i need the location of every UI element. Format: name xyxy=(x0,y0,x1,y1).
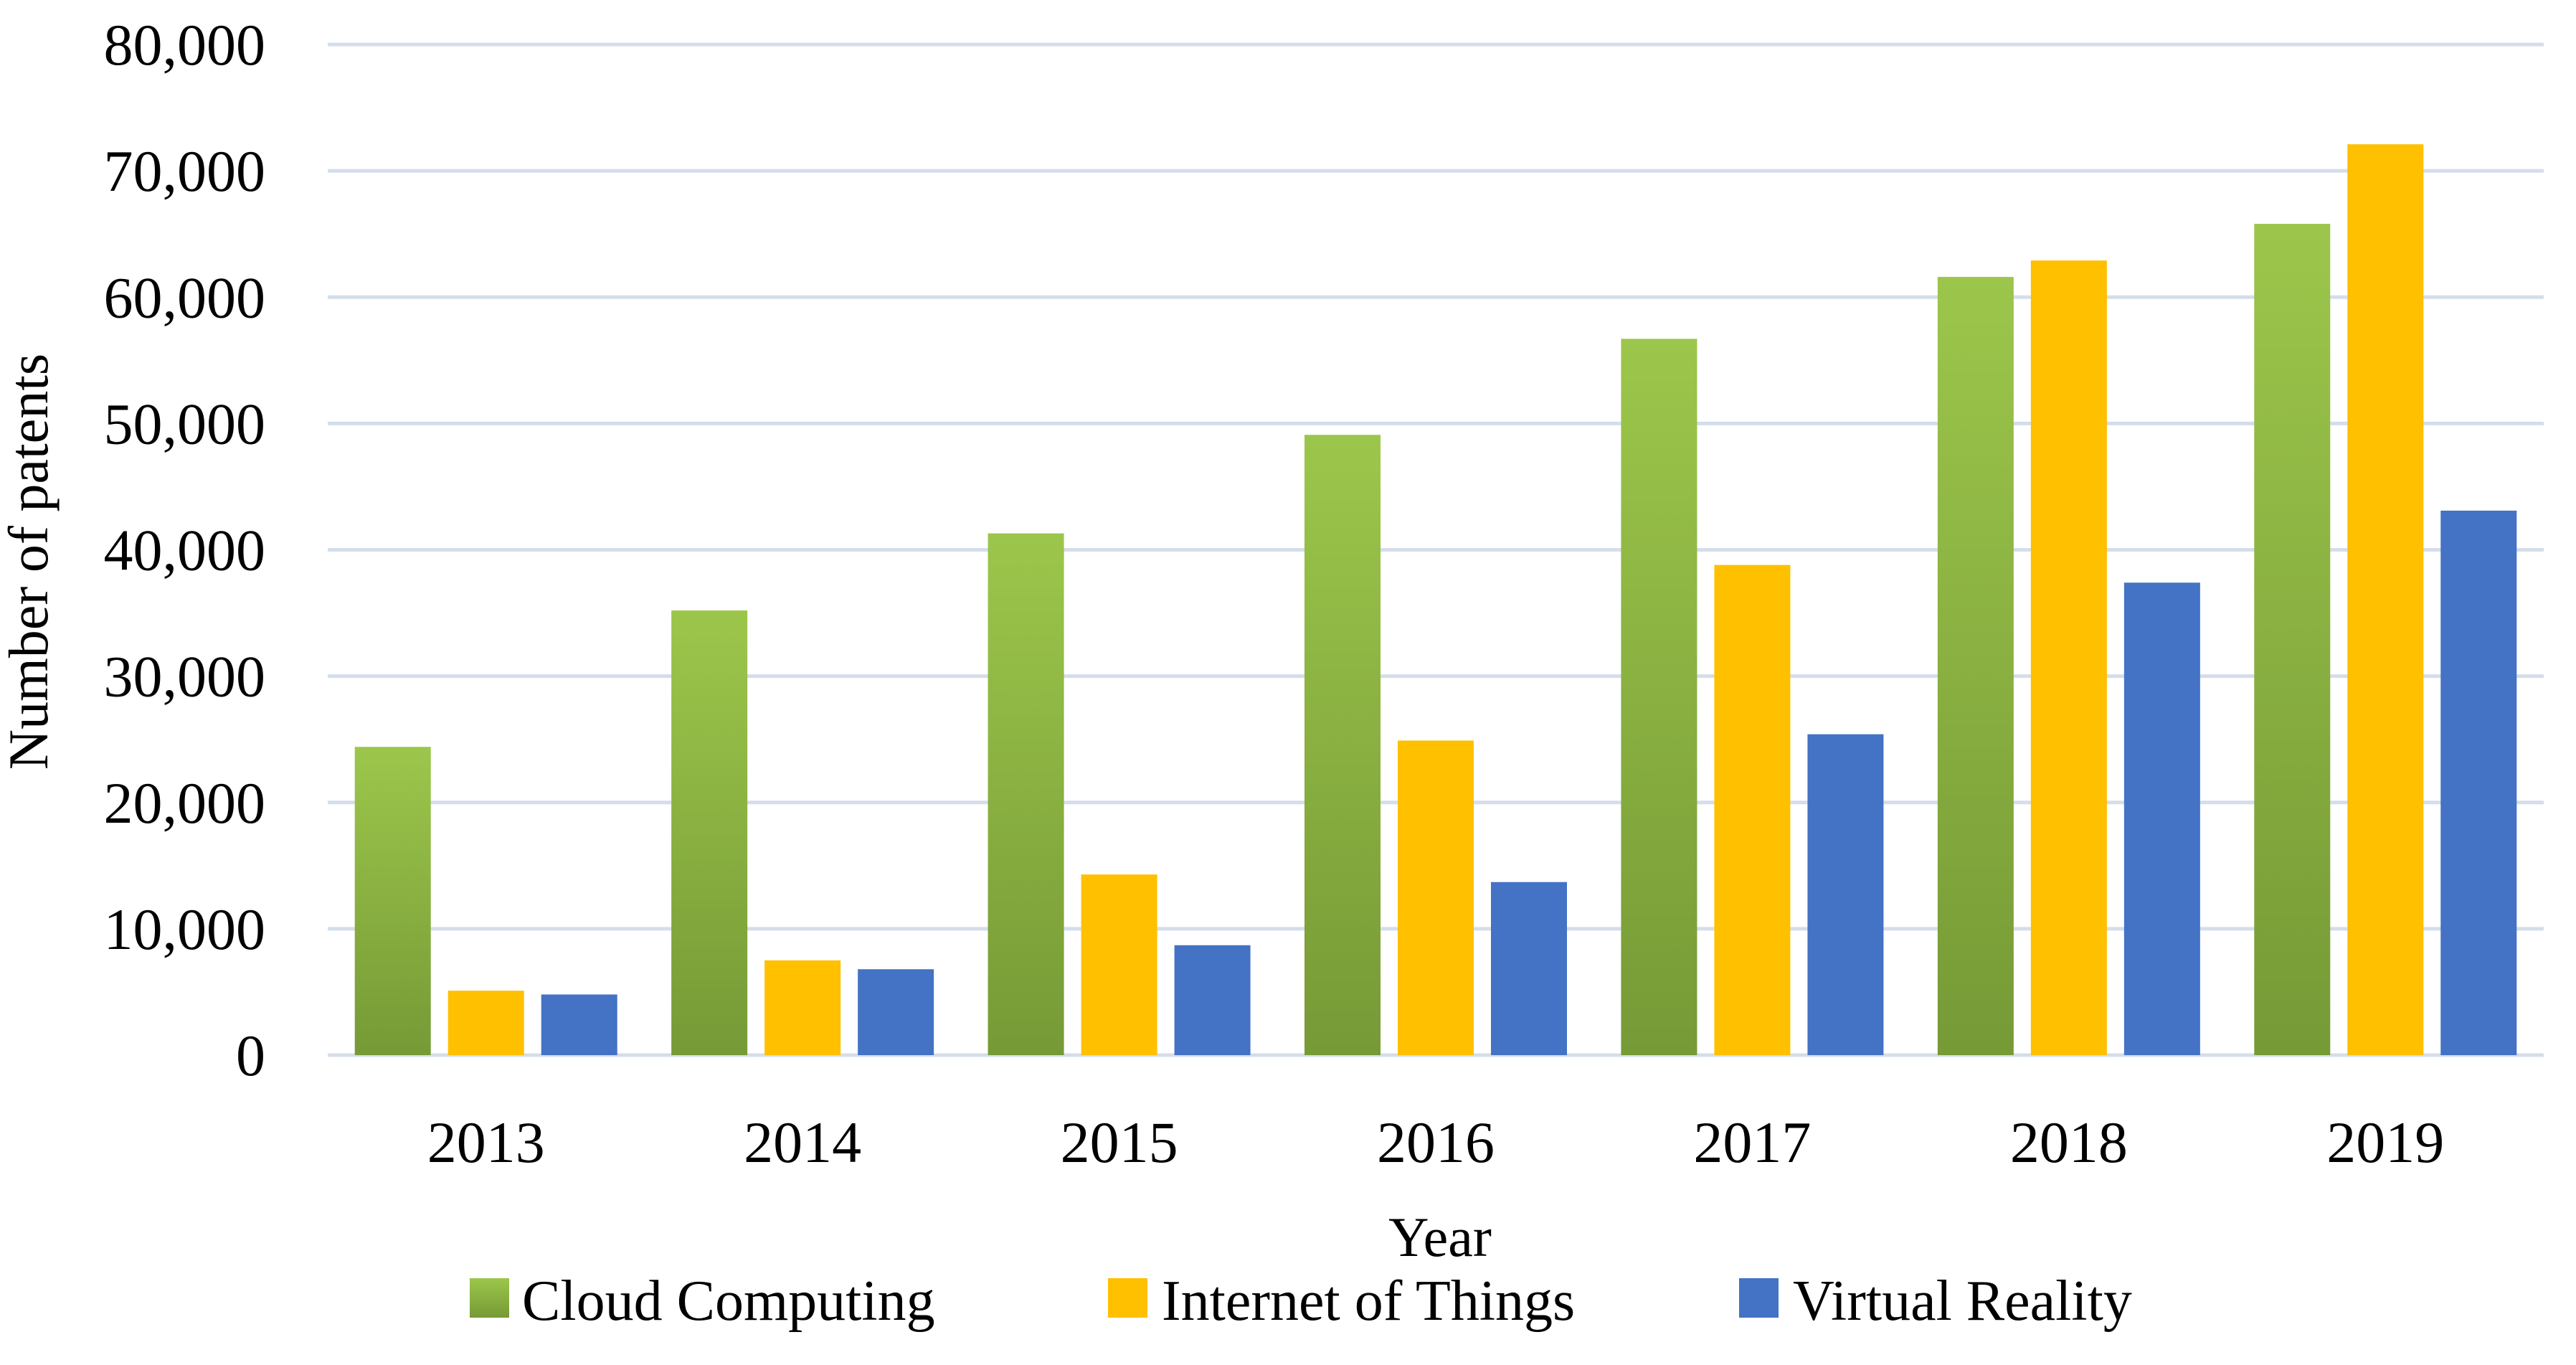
legend: Cloud Computing Internet of Things Virtual… xyxy=(470,1270,2132,1333)
legend-swatch-virtual-reality xyxy=(1739,1278,1779,1318)
x-tick-label: 2018 xyxy=(2010,1110,2128,1175)
y-tick-label: 80,000 xyxy=(104,12,266,77)
y-tick-label: 0 xyxy=(236,1023,265,1088)
bar-cloud-computing-2018 xyxy=(1937,277,2014,1055)
legend-label-virtual-reality: Virtual Reality xyxy=(1793,1270,2132,1333)
bar-internet-of-things-2014 xyxy=(764,960,841,1055)
y-tick-label: 30,000 xyxy=(104,644,266,709)
x-axis-tick-labels: 2013 2014 2015 2016 2017 2018 2019 xyxy=(427,1110,2445,1175)
y-tick-label: 10,000 xyxy=(104,897,266,962)
legend-swatch-cloud-computing xyxy=(470,1278,509,1318)
bar-internet-of-things-2018 xyxy=(2030,260,2107,1056)
bars xyxy=(354,144,2517,1056)
legend-label-cloud-computing: Cloud Computing xyxy=(522,1270,935,1333)
bar-internet-of-things-2019 xyxy=(2347,144,2424,1055)
bar-internet-of-things-2013 xyxy=(448,991,524,1055)
bar-cloud-computing-2016 xyxy=(1304,435,1381,1055)
bar-cloud-computing-2019 xyxy=(2254,224,2331,1055)
bar-virtual-reality-2016 xyxy=(1491,882,1567,1055)
legend-swatch-internet-of-things xyxy=(1108,1278,1147,1318)
x-tick-label: 2014 xyxy=(744,1110,861,1175)
x-axis-title: Year xyxy=(1388,1206,1492,1268)
y-tick-label: 20,000 xyxy=(104,770,266,836)
bar-internet-of-things-2016 xyxy=(1398,740,1474,1055)
y-axis-tick-labels: 0 10,000 20,000 30,000 40,000 50,000 60,000 70,… xyxy=(104,12,266,1088)
y-tick-label: 60,000 xyxy=(104,265,266,330)
bar-virtual-reality-2017 xyxy=(1807,734,1884,1055)
bar-internet-of-things-2017 xyxy=(1714,565,1791,1055)
bar-cloud-computing-2015 xyxy=(988,533,1064,1055)
bar-virtual-reality-2014 xyxy=(858,969,934,1055)
y-tick-label: 70,000 xyxy=(104,138,266,204)
bar-virtual-reality-2019 xyxy=(2440,510,2517,1055)
y-tick-label: 50,000 xyxy=(104,391,266,456)
x-tick-label: 2019 xyxy=(2326,1110,2444,1175)
x-tick-label: 2016 xyxy=(1377,1110,1495,1175)
x-tick-label: 2013 xyxy=(427,1110,545,1175)
bar-cloud-computing-2017 xyxy=(1621,339,1697,1056)
bar-virtual-reality-2018 xyxy=(2123,582,2200,1055)
bar-virtual-reality-2013 xyxy=(541,994,617,1055)
x-tick-label: 2015 xyxy=(1061,1110,1178,1175)
x-tick-label: 2017 xyxy=(1693,1110,1811,1175)
bar-cloud-computing-2013 xyxy=(354,747,431,1055)
y-tick-label: 40,000 xyxy=(104,518,266,583)
legend-label-internet-of-things: Internet of Things xyxy=(1162,1270,1575,1333)
bar-cloud-computing-2014 xyxy=(671,610,748,1055)
y-axis-title: Number of patents xyxy=(0,354,60,770)
bar-internet-of-things-2015 xyxy=(1081,874,1157,1055)
bar-virtual-reality-2015 xyxy=(1174,945,1251,1055)
